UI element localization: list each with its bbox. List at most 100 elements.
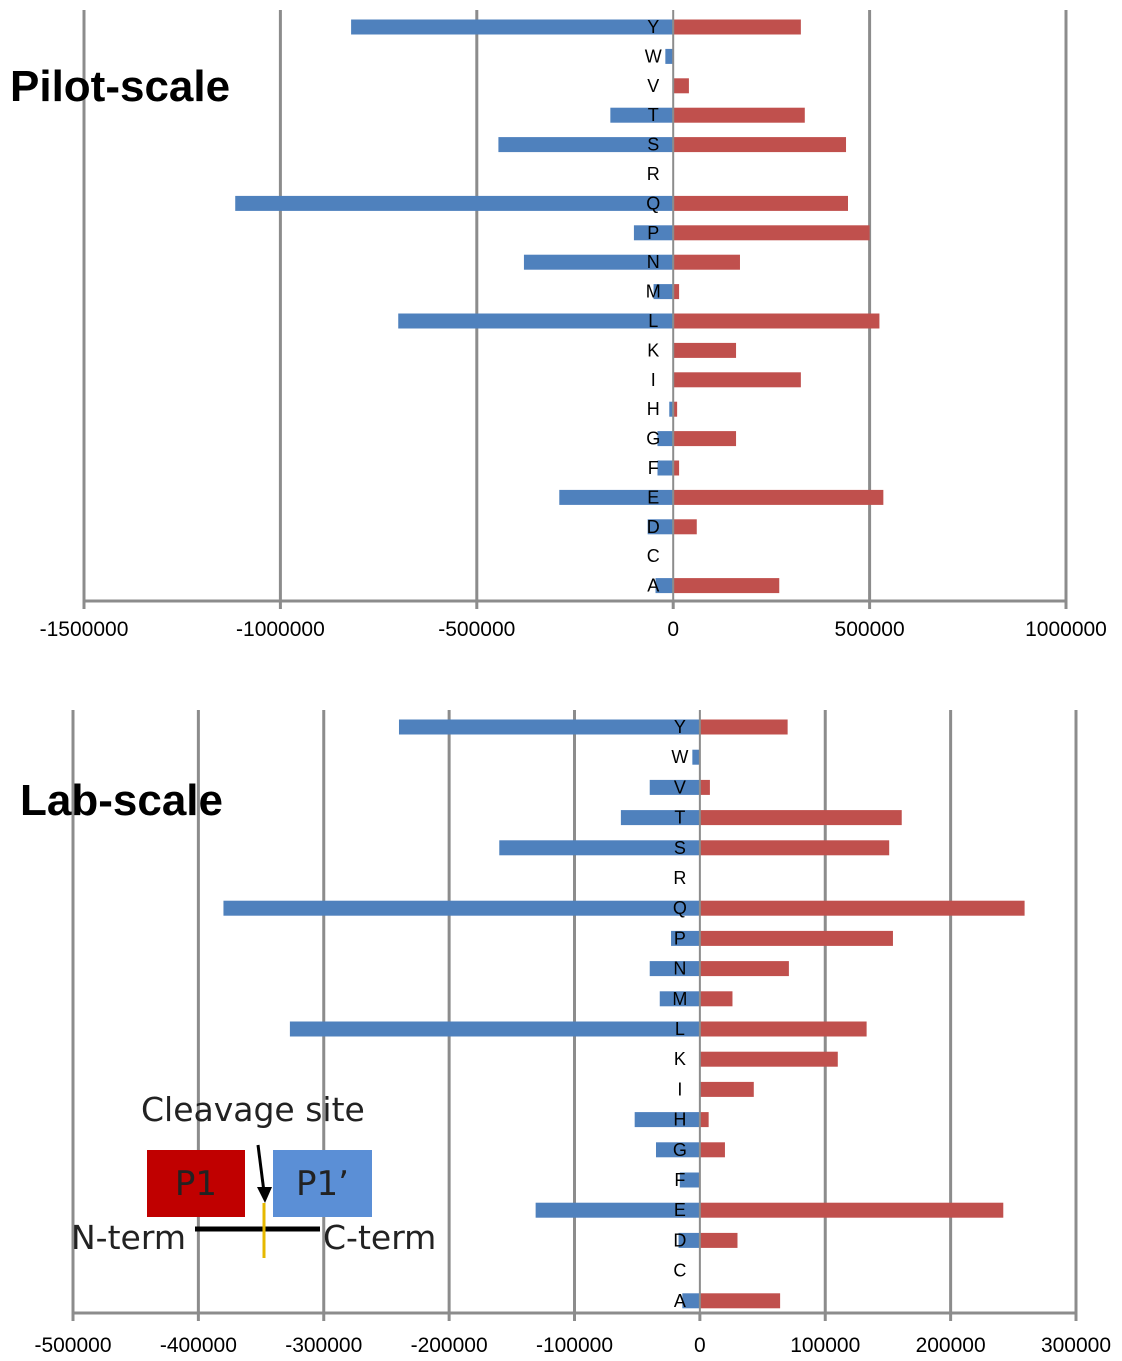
- lab-bar-left-H: [634, 1112, 700, 1128]
- pilot-bar-right-M: [673, 284, 680, 300]
- lab-bar-left-M: [659, 991, 700, 1007]
- lab-category-label: V: [674, 777, 686, 797]
- pilot-bar-left-H: [669, 401, 674, 417]
- lab-bar-right-N: [699, 961, 789, 977]
- pilot-bar-left-T: [610, 107, 674, 123]
- lab-bar-left-D: [678, 1232, 700, 1248]
- lab-bar-right-M: [699, 991, 733, 1007]
- lab-x-tick-label: -100000: [536, 1334, 613, 1357]
- lab-bar-left-G: [655, 1142, 700, 1158]
- pilot-category-label: R: [647, 164, 660, 184]
- lab-bar-right-Q: [699, 900, 1025, 916]
- lab-x-tick-label: 0: [694, 1334, 706, 1357]
- pilot-category-label: V: [647, 76, 659, 96]
- lab-bar-right-A: [699, 1293, 781, 1309]
- pilot-x-tick-label: 0: [667, 618, 679, 641]
- p1-prime-box: P1’: [273, 1150, 372, 1217]
- pilot-category-label: S: [647, 135, 659, 155]
- lab-bar-left-Q: [223, 900, 700, 916]
- pilot-bar-right-I: [673, 372, 801, 388]
- lab-bar-left-N: [649, 961, 700, 977]
- pilot-category-label: Y: [647, 17, 659, 37]
- pilot-bar-right-Q: [673, 195, 848, 211]
- lab-bar-right-T: [699, 810, 902, 826]
- lab-bar-right-S: [699, 840, 890, 856]
- lab-category-label: T: [674, 808, 685, 828]
- lab-bar-right-D: [699, 1232, 738, 1248]
- lab-category-label: H: [673, 1110, 686, 1130]
- lab-bar-right-P: [699, 930, 893, 946]
- lab-category-label: D: [673, 1230, 686, 1250]
- pilot-category-label: G: [646, 429, 660, 449]
- pilot-scale-title: Pilot-scale: [10, 62, 231, 111]
- p1-box: P1: [147, 1150, 245, 1217]
- pilot-category-label: L: [648, 311, 658, 331]
- pilot-bar-left-E: [559, 489, 674, 505]
- pilot-bar-left-D: [647, 519, 674, 535]
- lab-category-label: Q: [673, 898, 687, 918]
- pilot-bar-right-H: [673, 401, 678, 417]
- pilot-bar-left-Q: [235, 195, 674, 211]
- pilot-category-label: C: [647, 546, 660, 566]
- pilot-category-label: F: [648, 458, 659, 478]
- pilot-bar-left-S: [498, 137, 674, 153]
- lab-bar-left-P: [671, 930, 700, 946]
- pilot-bar-left-P: [633, 225, 674, 241]
- pilot-x-tick-label: 500000: [835, 618, 905, 641]
- pilot-bar-left-G: [657, 431, 674, 447]
- lab-category-label: E: [674, 1200, 686, 1220]
- pilot-bar-right-K: [673, 342, 737, 358]
- pilot-category-label: Q: [646, 193, 660, 213]
- lab-bar-left-Y: [398, 719, 700, 735]
- lab-bar-left-E: [535, 1202, 700, 1218]
- lab-bar-left-A: [682, 1293, 700, 1309]
- pilot-category-label: P: [647, 223, 659, 243]
- lab-bar-right-Y: [699, 719, 788, 735]
- pilot-x-tick-label: -500000: [438, 618, 515, 641]
- p1-label: P1: [174, 1163, 218, 1204]
- lab-category-label: M: [672, 989, 687, 1009]
- pilot-bar-left-N: [523, 254, 674, 270]
- lab-scale-chart: -500000 -400000 -300000 -200000 -100000 0 1000…: [34, 710, 1111, 1357]
- lab-x-tick-label: -200000: [411, 1334, 488, 1357]
- lab-bar-right-K: [699, 1051, 838, 1067]
- pilot-bar-left-Y: [351, 19, 674, 35]
- pilot-x-tick-label: 1000000: [1025, 618, 1107, 641]
- pilot-bar-right-P: [673, 225, 870, 241]
- lab-x-tick-label: 300000: [1041, 1334, 1111, 1357]
- pilot-category-label: N: [647, 252, 660, 272]
- lab-x-tick-label: 100000: [790, 1334, 860, 1357]
- lab-bar-left-T: [620, 810, 700, 826]
- pilot-bar-left-W: [665, 48, 674, 64]
- lab-x-tick-label: -400000: [160, 1334, 237, 1357]
- pilot-bar-right-T: [673, 107, 805, 123]
- pilot-bar-right-E: [673, 489, 884, 505]
- pilot-bar-left-M: [653, 284, 674, 300]
- pilot-category-label: E: [647, 487, 659, 507]
- pilot-category-label: T: [648, 105, 659, 125]
- pilot-bar-right-L: [673, 313, 880, 329]
- n-term-label: N-term: [71, 1218, 186, 1257]
- pilot-bar-right-D: [673, 519, 697, 535]
- lab-category-label: Y: [674, 717, 686, 737]
- pilot-bar-right-A: [673, 578, 780, 594]
- pilot-x-tick-label: -1500000: [40, 618, 129, 641]
- pilot-bar-right-V: [673, 78, 689, 94]
- lab-bar-right-I: [699, 1081, 754, 1097]
- lab-bar-right-E: [699, 1202, 1004, 1218]
- lab-category-label: C: [673, 1261, 686, 1281]
- pilot-bar-left-A: [655, 578, 674, 594]
- pilot-bar-right-S: [673, 137, 847, 153]
- lab-scale-title: Lab-scale: [20, 776, 223, 825]
- pilot-bar-right-Y: [673, 19, 801, 35]
- lab-bar-left-S: [499, 840, 700, 856]
- pilot-category-label: W: [645, 46, 662, 66]
- pilot-category-label: K: [647, 340, 659, 360]
- lab-category-label: P: [674, 928, 686, 948]
- lab-category-label: W: [671, 747, 688, 767]
- lab-bar-right-V: [699, 779, 710, 795]
- pilot-category-label: H: [647, 399, 660, 419]
- lab-bar-left-W: [692, 749, 700, 765]
- pilot-category-label: A: [647, 576, 659, 596]
